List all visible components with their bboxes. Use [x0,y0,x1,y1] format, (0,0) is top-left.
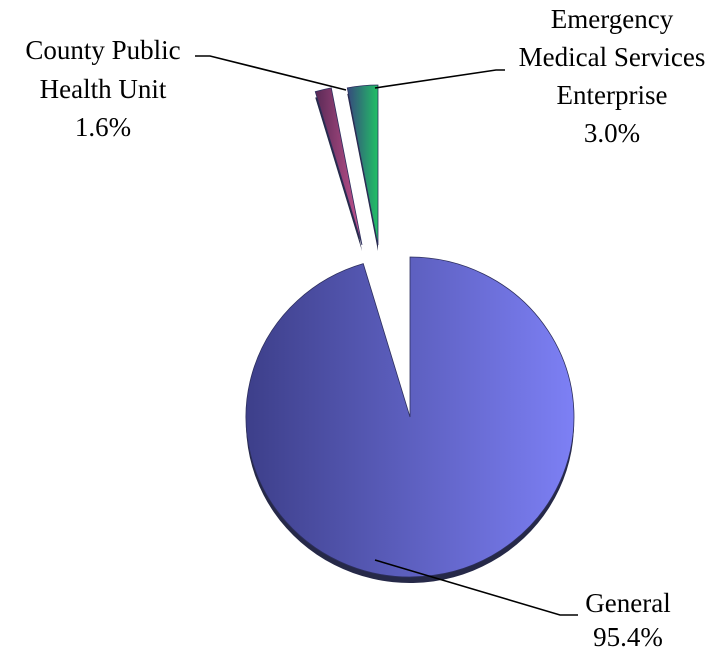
pie-slice-3 [346,84,379,246]
labels-layer: General 95.4% County Public Health Unit 1.6%… [25,4,705,652]
slice-value-label-2: 1.6% [75,112,131,142]
slice-value-label-1: 95.4% [593,622,663,652]
leader-line-3 [374,69,505,89]
slice-name-label-2: Health Unit [40,74,167,104]
slice-value-label-3: 3.0% [584,118,640,148]
pie-slice-2 [314,87,363,246]
slice-name-label-3: Emergency [551,4,674,34]
slice-name-label-3: Enterprise [557,80,668,110]
slice-name-label-2: County Public [25,35,180,65]
slice-name-label-3: Medical Services [519,42,706,72]
slice-name-label-1: General [585,588,670,618]
slice-depth-2 [315,93,362,251]
slices-layer [245,84,575,583]
leader-line-1 [374,559,578,616]
leader-line-2 [195,55,347,91]
leader-lines-layer [195,55,578,616]
pie-slice-1 [245,256,575,578]
